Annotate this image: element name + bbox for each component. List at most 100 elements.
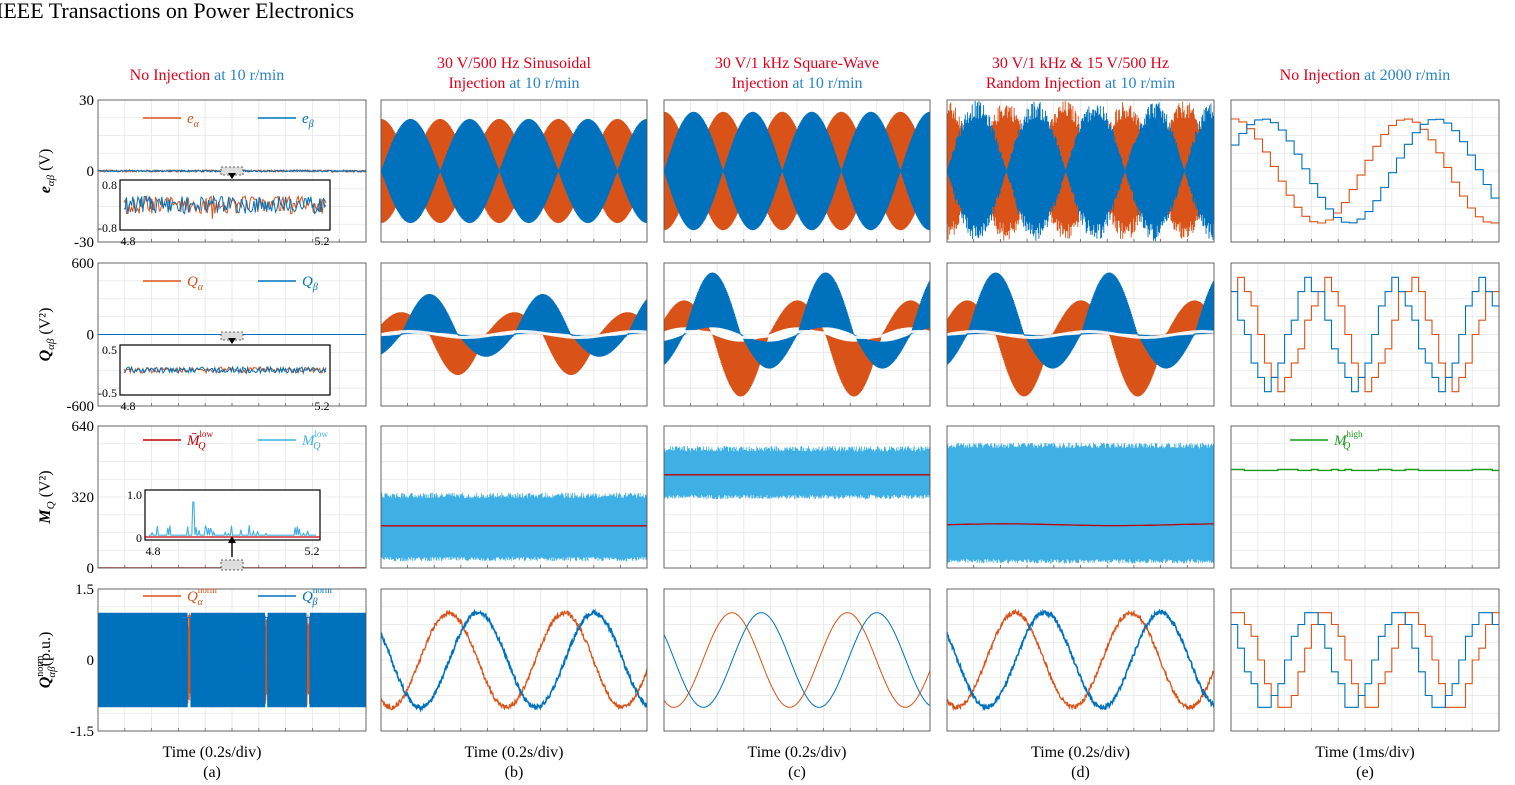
ylabel-sub: αβ <box>45 174 57 186</box>
series-gap-c <box>664 330 930 339</box>
legend-sub: β <box>312 282 318 293</box>
title-segment: Random Injection <box>986 75 1101 92</box>
panel-label-e: (e) <box>1356 764 1374 781</box>
inset-xtick-left: 4.8 <box>121 234 136 248</box>
clip-d-n-group <box>947 608 1214 712</box>
inset-ytick-bottom: 0 <box>136 531 142 545</box>
clip-e-n-group <box>1231 612 1499 708</box>
column-title-c: 30 V/1 kHz Square-Wave <box>715 55 879 72</box>
legend-Q_ab-0-label: Qα <box>187 274 204 293</box>
inset-series-beta <box>123 365 327 375</box>
inset-ytick-bottom: -0.8 <box>98 221 117 235</box>
ylabel-unit: (p.u.) <box>37 632 54 667</box>
panel-b-M_Q-frame <box>380 425 648 569</box>
clip-d-q-group <box>947 272 1214 397</box>
zoom-box <box>220 559 244 571</box>
series-MQ-d <box>947 442 1214 564</box>
clip-c-q-group <box>664 272 930 397</box>
panel-b-Q_ab-frame <box>380 262 648 407</box>
y-tick-e_ab: -30 <box>74 235 94 251</box>
panel-c-Q_ab-frame <box>663 262 931 407</box>
zoom-arrow <box>228 173 236 179</box>
ylabel-main: M <box>37 509 54 525</box>
column-title-b: 30 V/500 Hz Sinusoidal <box>437 55 591 72</box>
legend-main: e <box>302 111 309 127</box>
zoom-marker <box>220 166 244 179</box>
column-title-d: 30 V/1 kHz & 15 V/500 Hz <box>992 55 1169 72</box>
y-axis-label-Q_norm: Qnormαβ(p.u.) <box>35 632 58 689</box>
ylabel-sub: Q <box>45 501 57 509</box>
legend-sup: norm <box>198 585 217 595</box>
panel-label-d: (d) <box>1071 764 1090 781</box>
series-Q-beta-e <box>1231 276 1499 393</box>
title-segment: 30 V/1 kHz Square-Wave <box>715 55 879 72</box>
title-segment: No Injection <box>130 67 210 84</box>
legend-Q_norm-0-label: Qnorm α <box>187 585 217 608</box>
panel-c-M_Q-frame <box>663 425 931 569</box>
x-axis-label-b: Time (0.2s/div) <box>465 744 564 761</box>
series-Q-alpha-c <box>664 300 930 397</box>
legend-main: M̄ <box>186 433 201 449</box>
legend-sup: low <box>200 429 214 439</box>
y-axis-label-Q_ab: Qαβ (V²) <box>37 308 57 362</box>
series-gap-b <box>381 330 647 339</box>
panel-e-e_ab-frame <box>1230 99 1500 243</box>
legend-M_Q-1-label: Mlow Q <box>301 429 329 452</box>
inset-xtick-right: 5.2 <box>315 399 330 413</box>
series-MQ-mean-d <box>947 523 1214 527</box>
panel-d-Q_ab-frame <box>946 262 1215 407</box>
inset-series <box>149 501 316 538</box>
ylabel-unit: (V) <box>37 149 54 175</box>
ylabel-unit: (V²) <box>37 308 54 339</box>
y-tick-Q_ab: 0 <box>87 328 95 344</box>
zoom-arrow <box>228 338 236 344</box>
series-MQ-c <box>664 445 930 500</box>
legend-sub: β <box>308 119 314 130</box>
x-axis-label-a: Time (0.2s/div) <box>163 744 262 761</box>
legend-main: e <box>187 111 194 127</box>
legend-main: Q <box>302 274 313 290</box>
panel-b-Q_norm-grid <box>381 589 647 731</box>
ylabel-main: Q <box>37 349 54 361</box>
legend-e_ab-1-label: eβ <box>302 111 314 130</box>
panel-label-a: (a) <box>203 764 221 781</box>
x-axis-label-c: Time (0.2s/div) <box>748 744 847 761</box>
legend-sub: α <box>197 597 203 608</box>
panel-e-M_Q-grid <box>1231 426 1499 568</box>
series-Qnorm-beta-e <box>1231 612 1499 708</box>
y-tick-e_ab: 0 <box>87 164 95 180</box>
text-layer: No Injection at 10 r/min Time (0.2s/div) (… <box>35 55 1450 781</box>
clip-c-n-group <box>664 612 930 708</box>
ylabel-main: e <box>37 186 54 193</box>
title-segment: at 10 r/min <box>788 75 862 92</box>
inset-ytick-top: 1.0 <box>127 488 142 502</box>
inset-Q_ab: 0.5 -0.5 4.8 5.2 <box>98 343 331 413</box>
inset-series-beta <box>123 194 327 215</box>
legend-sub: Q <box>1343 441 1351 452</box>
panel-e-M_Q-frame <box>1230 425 1500 569</box>
title-segment: at 10 r/min <box>505 75 579 92</box>
legend-MQ-high-label: Mhigh Q <box>1333 429 1363 452</box>
clip-e-q-group <box>1231 276 1499 393</box>
y-axis-label-M_Q: MQ (V²) <box>37 470 57 524</box>
y-tick-Q_norm: 1.5 <box>75 582 94 598</box>
panel-label-c: (c) <box>788 764 806 781</box>
series-Q-beta-c <box>664 272 930 369</box>
title-segment: No Injection <box>1280 67 1360 84</box>
frames-layer <box>97 99 1500 732</box>
panel-d-e_ab-frame <box>946 99 1215 243</box>
inset-xtick-right: 5.2 <box>315 234 330 248</box>
series-Qnorm-beta-b <box>381 608 647 713</box>
series-e-beta-b-group <box>381 118 647 224</box>
ylabel-sub: αβ <box>45 338 57 350</box>
series-e-beta-c <box>664 111 930 231</box>
series-e-alpha-e <box>1231 118 1499 224</box>
inset-M_Q: 1.0 0 4.8 5.2 <box>127 488 321 558</box>
y-tick-M_Q: 0 <box>87 561 95 577</box>
series-Qnorm-alpha-b <box>381 609 647 711</box>
clip-b-n-group <box>381 608 647 713</box>
ylabel-main: Q <box>37 676 54 688</box>
y-tick-Q_ab: 600 <box>72 256 95 272</box>
legend-sub: Q <box>198 441 206 452</box>
column-title-d: Random Injection at 10 r/min <box>986 75 1175 92</box>
